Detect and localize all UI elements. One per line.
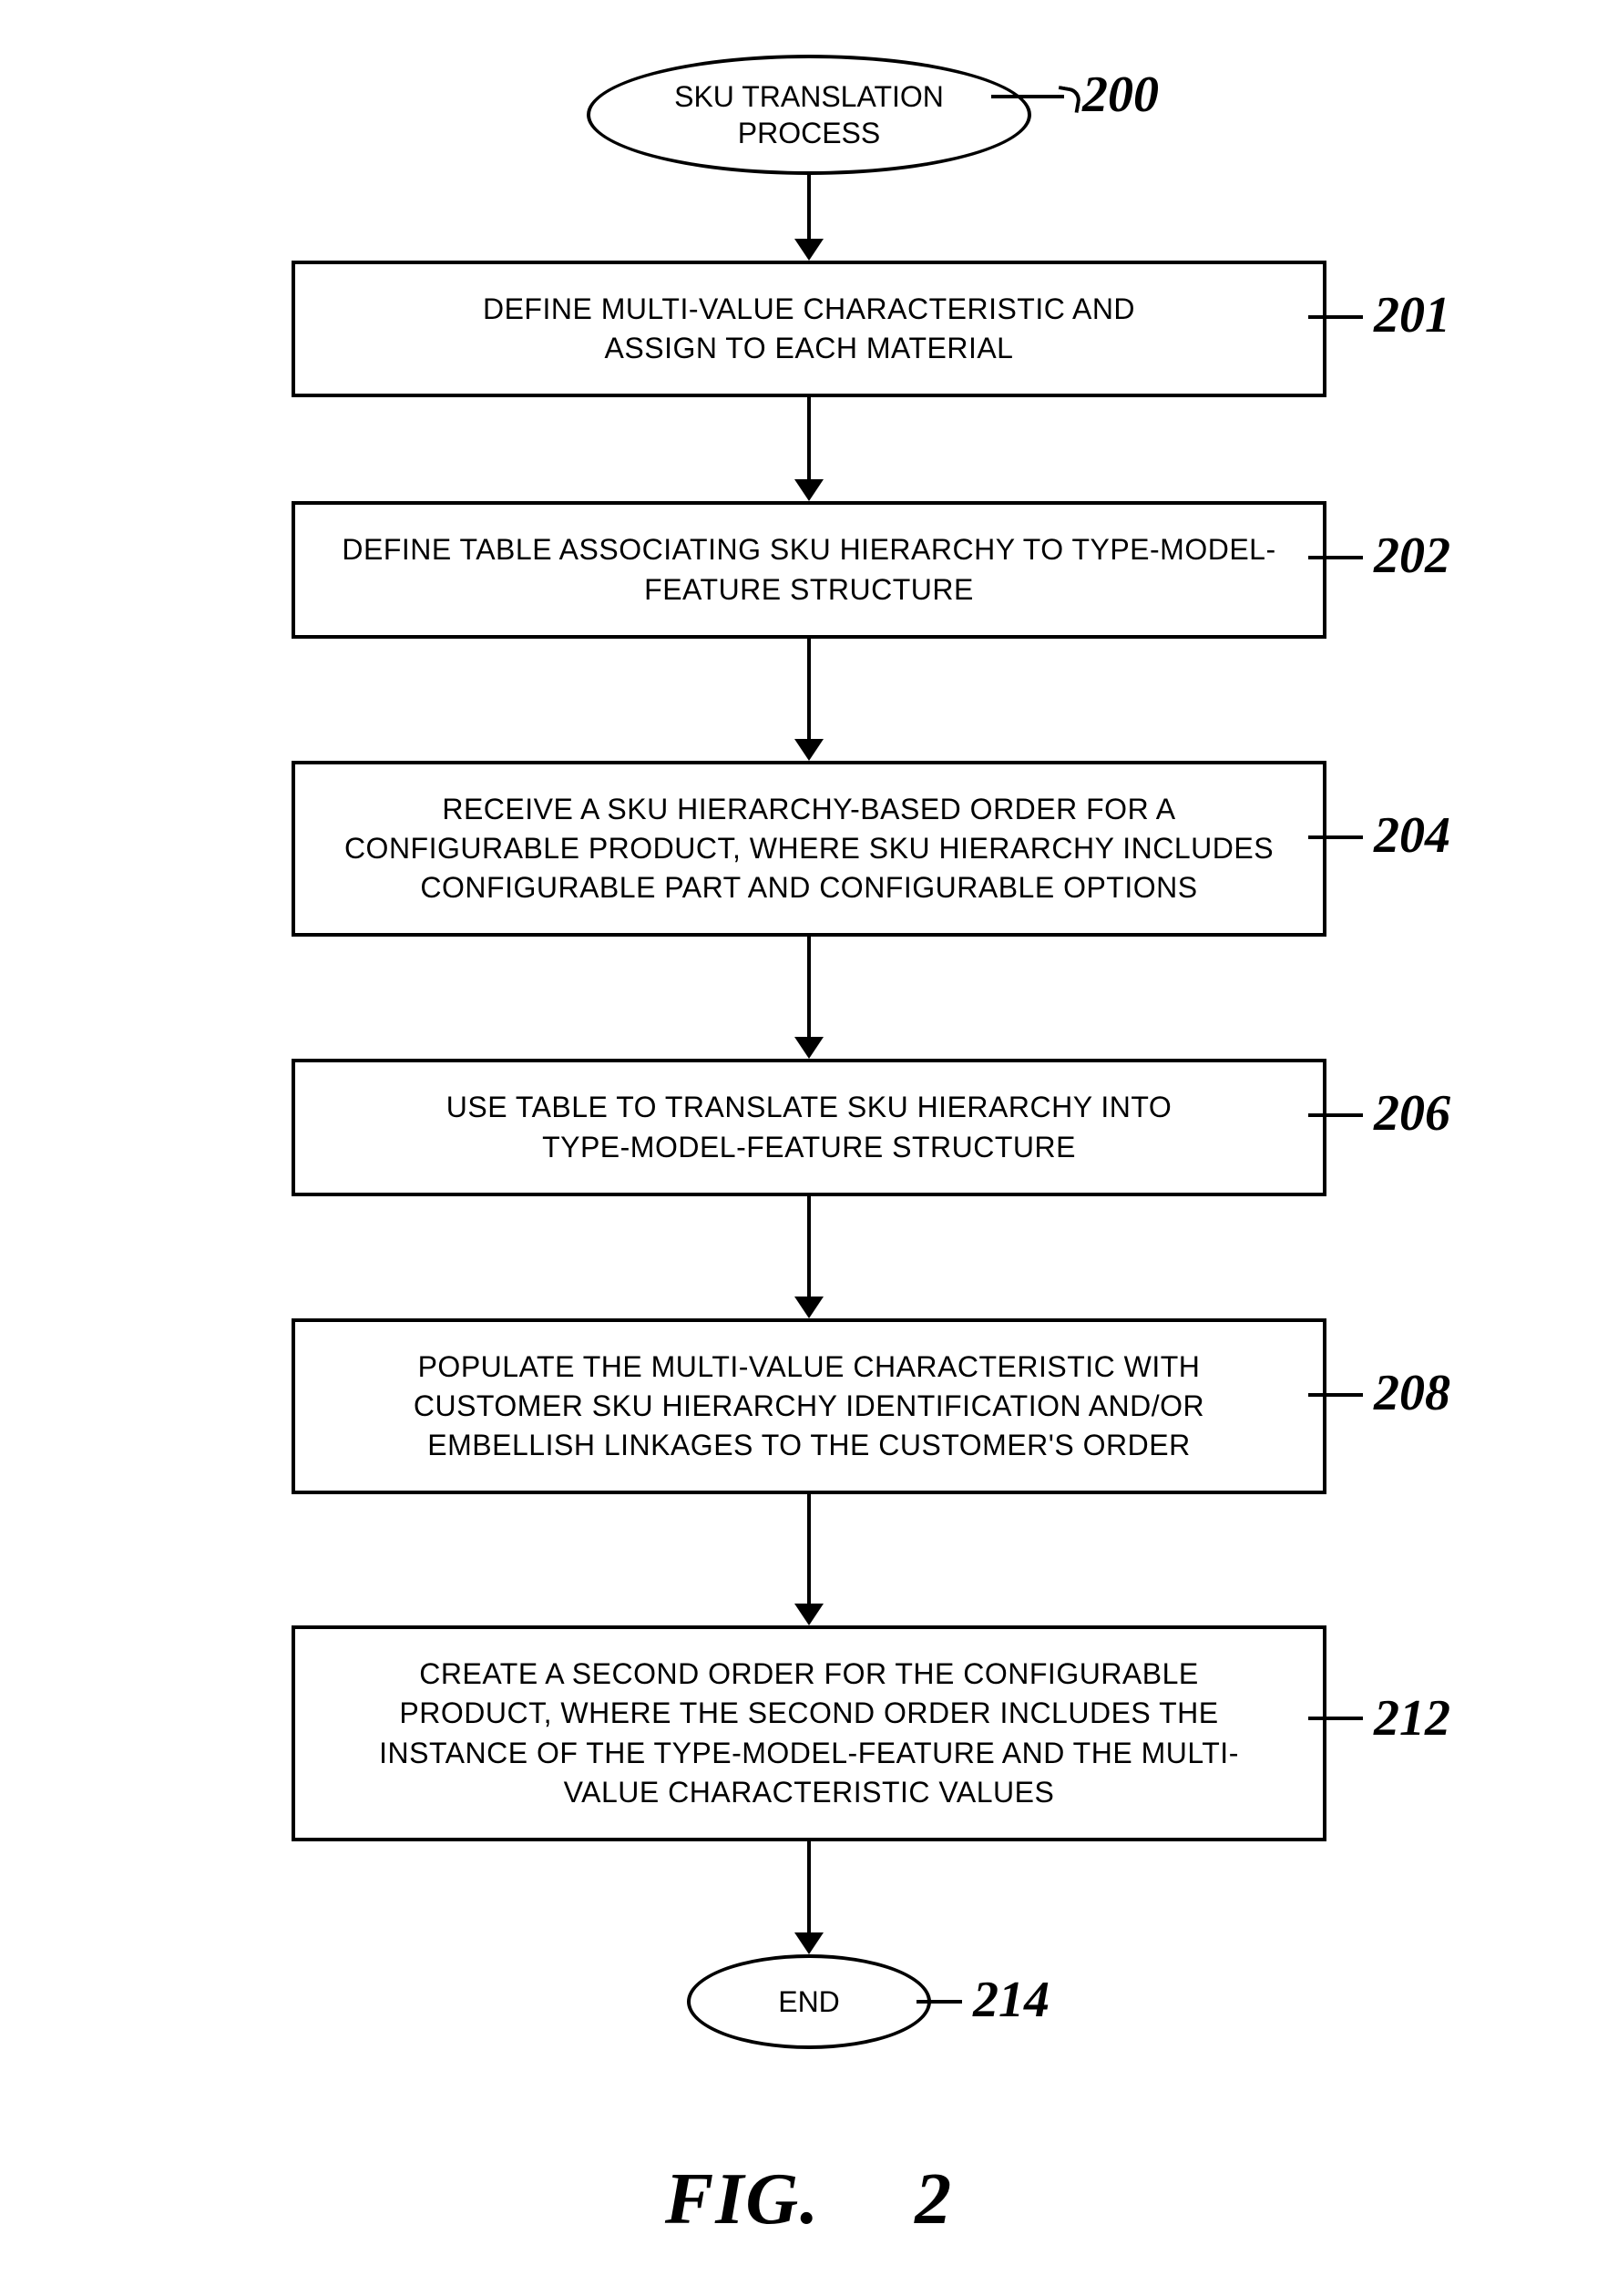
leader-line bbox=[1308, 1717, 1363, 1720]
flow-row: RECEIVE A SKU HIERARCHY-BASED ORDER FOR … bbox=[126, 761, 1492, 938]
node-text: RECEIVE A SKU HIERARCHY-BASED ORDER FOR … bbox=[344, 793, 1274, 904]
terminator-end: END bbox=[687, 1954, 931, 2049]
leader-line bbox=[1308, 835, 1363, 839]
ref-label: 206 bbox=[1374, 1084, 1450, 1143]
leader-line bbox=[1308, 315, 1363, 319]
ref-label: 204 bbox=[1374, 806, 1450, 865]
arrow-down bbox=[126, 639, 1492, 761]
node-text: DEFINE MULTI-VALUE CHARACTERISTIC ANDASS… bbox=[483, 292, 1135, 364]
ref-label: 201 bbox=[1374, 286, 1450, 344]
ref-label: 212 bbox=[1374, 1689, 1450, 1748]
arrow-down bbox=[126, 397, 1492, 501]
arrow-down bbox=[126, 937, 1492, 1059]
leader-line bbox=[1308, 1393, 1363, 1397]
flow-row: DEFINE MULTI-VALUE CHARACTERISTIC ANDASS… bbox=[126, 261, 1492, 397]
node-text: POPULATE THE MULTI-VALUE CHARACTERISTIC … bbox=[414, 1350, 1204, 1461]
flow-row: CREATE A SECOND ORDER FOR THE CONFIGURAB… bbox=[126, 1625, 1492, 1841]
leader-line bbox=[917, 2000, 962, 2004]
flow-row: USE TABLE TO TRANSLATE SKU HIERARCHY INT… bbox=[126, 1059, 1492, 1195]
process-box: CREATE A SECOND ORDER FOR THE CONFIGURAB… bbox=[292, 1625, 1326, 1841]
process-box: POPULATE THE MULTI-VALUE CHARACTERISTIC … bbox=[292, 1318, 1326, 1495]
terminator-start: SKU TRANSLATIONPROCESS bbox=[587, 55, 1031, 175]
arrow-down bbox=[126, 1494, 1492, 1625]
ref-label: 200 bbox=[1082, 66, 1159, 124]
leader-line bbox=[991, 95, 1064, 98]
ref-label: 202 bbox=[1374, 527, 1450, 585]
figure-caption: FIG. 2 bbox=[126, 2158, 1492, 2241]
node-text: DEFINE TABLE ASSOCIATING SKU HIERARCHY T… bbox=[342, 533, 1275, 605]
process-box: DEFINE TABLE ASSOCIATING SKU HIERARCHY T… bbox=[292, 501, 1326, 638]
ref-label: 214 bbox=[973, 1971, 1050, 2029]
flowchart-diagram: SKU TRANSLATIONPROCESS 200 DEFINE MULTI-… bbox=[126, 55, 1492, 2241]
flow-row: POPULATE THE MULTI-VALUE CHARACTERISTIC … bbox=[126, 1318, 1492, 1495]
node-text: USE TABLE TO TRANSLATE SKU HIERARCHY INT… bbox=[446, 1091, 1172, 1163]
leader-line bbox=[1308, 1113, 1363, 1117]
ref-label: 208 bbox=[1374, 1364, 1450, 1422]
node-text: SKU TRANSLATIONPROCESS bbox=[674, 80, 944, 149]
flow-row: DEFINE TABLE ASSOCIATING SKU HIERARCHY T… bbox=[126, 501, 1492, 638]
flow-row: SKU TRANSLATIONPROCESS 200 bbox=[126, 55, 1492, 175]
arrow-down bbox=[126, 175, 1492, 261]
process-box: DEFINE MULTI-VALUE CHARACTERISTIC ANDASS… bbox=[292, 261, 1326, 397]
node-text: CREATE A SECOND ORDER FOR THE CONFIGURAB… bbox=[379, 1657, 1239, 1809]
arrow-down bbox=[126, 1841, 1492, 1954]
flow-row: END 214 bbox=[126, 1954, 1492, 2049]
arrow-down bbox=[126, 1196, 1492, 1318]
node-text: END bbox=[778, 1985, 840, 2018]
process-box: USE TABLE TO TRANSLATE SKU HIERARCHY INT… bbox=[292, 1059, 1326, 1195]
process-box: RECEIVE A SKU HIERARCHY-BASED ORDER FOR … bbox=[292, 761, 1326, 938]
leader-line bbox=[1308, 556, 1363, 559]
